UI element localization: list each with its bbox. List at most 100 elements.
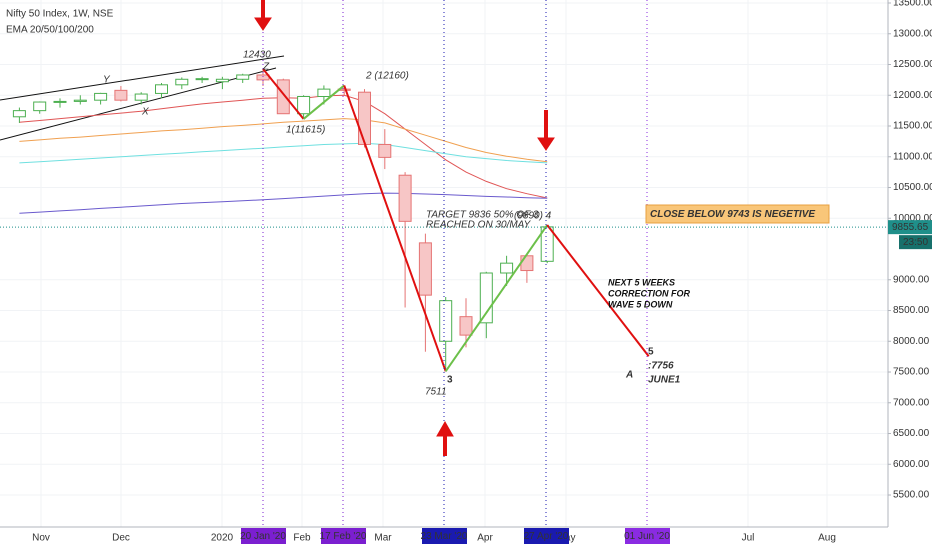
y-tick-label: 13500.00 xyxy=(893,0,932,9)
y-tick-label: 7000.00 xyxy=(893,397,930,408)
candle xyxy=(540,225,554,264)
forecast-date: JUNE1 xyxy=(648,375,681,386)
candle-body xyxy=(297,95,311,115)
warning-box xyxy=(645,204,830,224)
candle-body xyxy=(12,110,26,118)
candle xyxy=(114,86,128,102)
trendline xyxy=(0,55,285,101)
trendline xyxy=(0,67,277,141)
y-tick-label: 6500.00 xyxy=(893,428,930,439)
last-price-box xyxy=(888,220,932,235)
candle xyxy=(459,298,473,348)
candle-body xyxy=(378,143,392,158)
candle xyxy=(479,271,493,339)
candle-body xyxy=(33,101,47,112)
candle xyxy=(53,98,67,108)
candle-body xyxy=(479,272,493,324)
date-marker-box xyxy=(625,528,670,544)
forecast-note: CORRECTION FOR xyxy=(608,288,690,298)
date-marker-box xyxy=(321,528,366,544)
candle xyxy=(134,92,148,105)
candle-body xyxy=(134,93,148,101)
date-marker-box xyxy=(422,528,467,544)
wave-line xyxy=(262,68,305,120)
date-marker-label: 01 Jun '20 xyxy=(624,531,670,542)
countdown-label: 23:50 xyxy=(903,237,928,248)
candle-body xyxy=(256,74,270,81)
candle xyxy=(439,296,453,372)
date-marker-box xyxy=(524,528,569,544)
pattern-label: Z xyxy=(262,62,270,73)
candle-body xyxy=(418,242,432,296)
y-tick-label: 8000.00 xyxy=(893,336,930,347)
chart-title: Nifty 50 Index, 1W, NSE xyxy=(6,9,114,20)
candle-body xyxy=(459,316,473,336)
ema-line xyxy=(19,118,548,163)
candle-body xyxy=(439,300,453,342)
candle xyxy=(195,76,209,83)
candle xyxy=(215,76,229,90)
x-tick-label: Feb xyxy=(293,533,311,544)
y-tick-label: 11500.00 xyxy=(893,121,932,132)
date-marker-label: 17 Feb '20 xyxy=(320,531,367,542)
wave-label: (9890) 4 xyxy=(514,211,552,222)
x-tick-label: Aug xyxy=(818,533,836,544)
candle xyxy=(418,233,432,352)
candle-body xyxy=(215,78,229,83)
warning-note: CLOSE BELOW 9743 IS NEGETIVE xyxy=(650,209,815,220)
candle-body xyxy=(73,99,87,102)
wave-line xyxy=(343,85,447,372)
candle xyxy=(398,172,412,308)
candle-body xyxy=(114,89,128,101)
candle-body xyxy=(276,79,290,115)
candle-body xyxy=(500,262,514,274)
y-tick-label: 13000.00 xyxy=(893,28,932,39)
candle-body xyxy=(175,78,189,86)
ema-line xyxy=(19,192,548,214)
candle xyxy=(73,95,87,105)
y-tick-label: 6000.00 xyxy=(893,459,930,470)
candle xyxy=(94,92,108,105)
x-tick-label: 2020 xyxy=(211,533,234,544)
wave-label: :7756 xyxy=(648,361,674,372)
wave-label: 7511 xyxy=(425,387,447,398)
candle-body xyxy=(94,92,108,101)
wave-label: 12430 xyxy=(243,50,271,61)
candle xyxy=(358,89,371,148)
y-tick-label: 9000.00 xyxy=(893,274,930,285)
candle-body xyxy=(358,91,371,145)
candle-body xyxy=(155,84,168,94)
candle xyxy=(297,95,311,119)
axes: 5500.00 6000.00 6500.00 7000.00 7500.00 8000.… xyxy=(32,0,932,544)
overlay: Nifty 50 Index, 1W, NSE EMA 20/50/100/20… xyxy=(6,0,830,456)
candle-body xyxy=(236,74,250,80)
y-tick-label: 12500.00 xyxy=(893,59,932,70)
price-axis xyxy=(888,0,932,550)
wave-label: 1(11615) xyxy=(286,125,325,136)
wave-label: 2 (12160) xyxy=(365,71,409,82)
x-tick-label: Jul xyxy=(742,533,755,544)
pattern-label: Y xyxy=(103,75,111,86)
reached-note: REACHED ON 30/MAY xyxy=(426,220,532,231)
wave-line xyxy=(546,224,650,357)
candle-body xyxy=(53,100,67,103)
chart-subtitle: EMA 20/50/100/200 xyxy=(6,25,94,36)
countdown-box xyxy=(899,235,932,250)
candle xyxy=(378,129,392,170)
candle-body xyxy=(520,255,534,272)
candle xyxy=(155,82,168,99)
candle xyxy=(500,255,514,286)
candle xyxy=(276,78,290,115)
ema-line xyxy=(19,142,548,164)
pattern-label: A xyxy=(625,370,633,381)
wave-line xyxy=(444,224,549,372)
wave-line xyxy=(302,84,345,120)
y-tick-label: 7500.00 xyxy=(893,367,930,378)
last-price-label: 9855.65 xyxy=(892,222,929,233)
y-tick-label: 8500.00 xyxy=(893,305,930,316)
x-tick-label: Apr xyxy=(477,533,493,544)
date-marker-box xyxy=(241,528,286,544)
arrow xyxy=(254,0,272,31)
